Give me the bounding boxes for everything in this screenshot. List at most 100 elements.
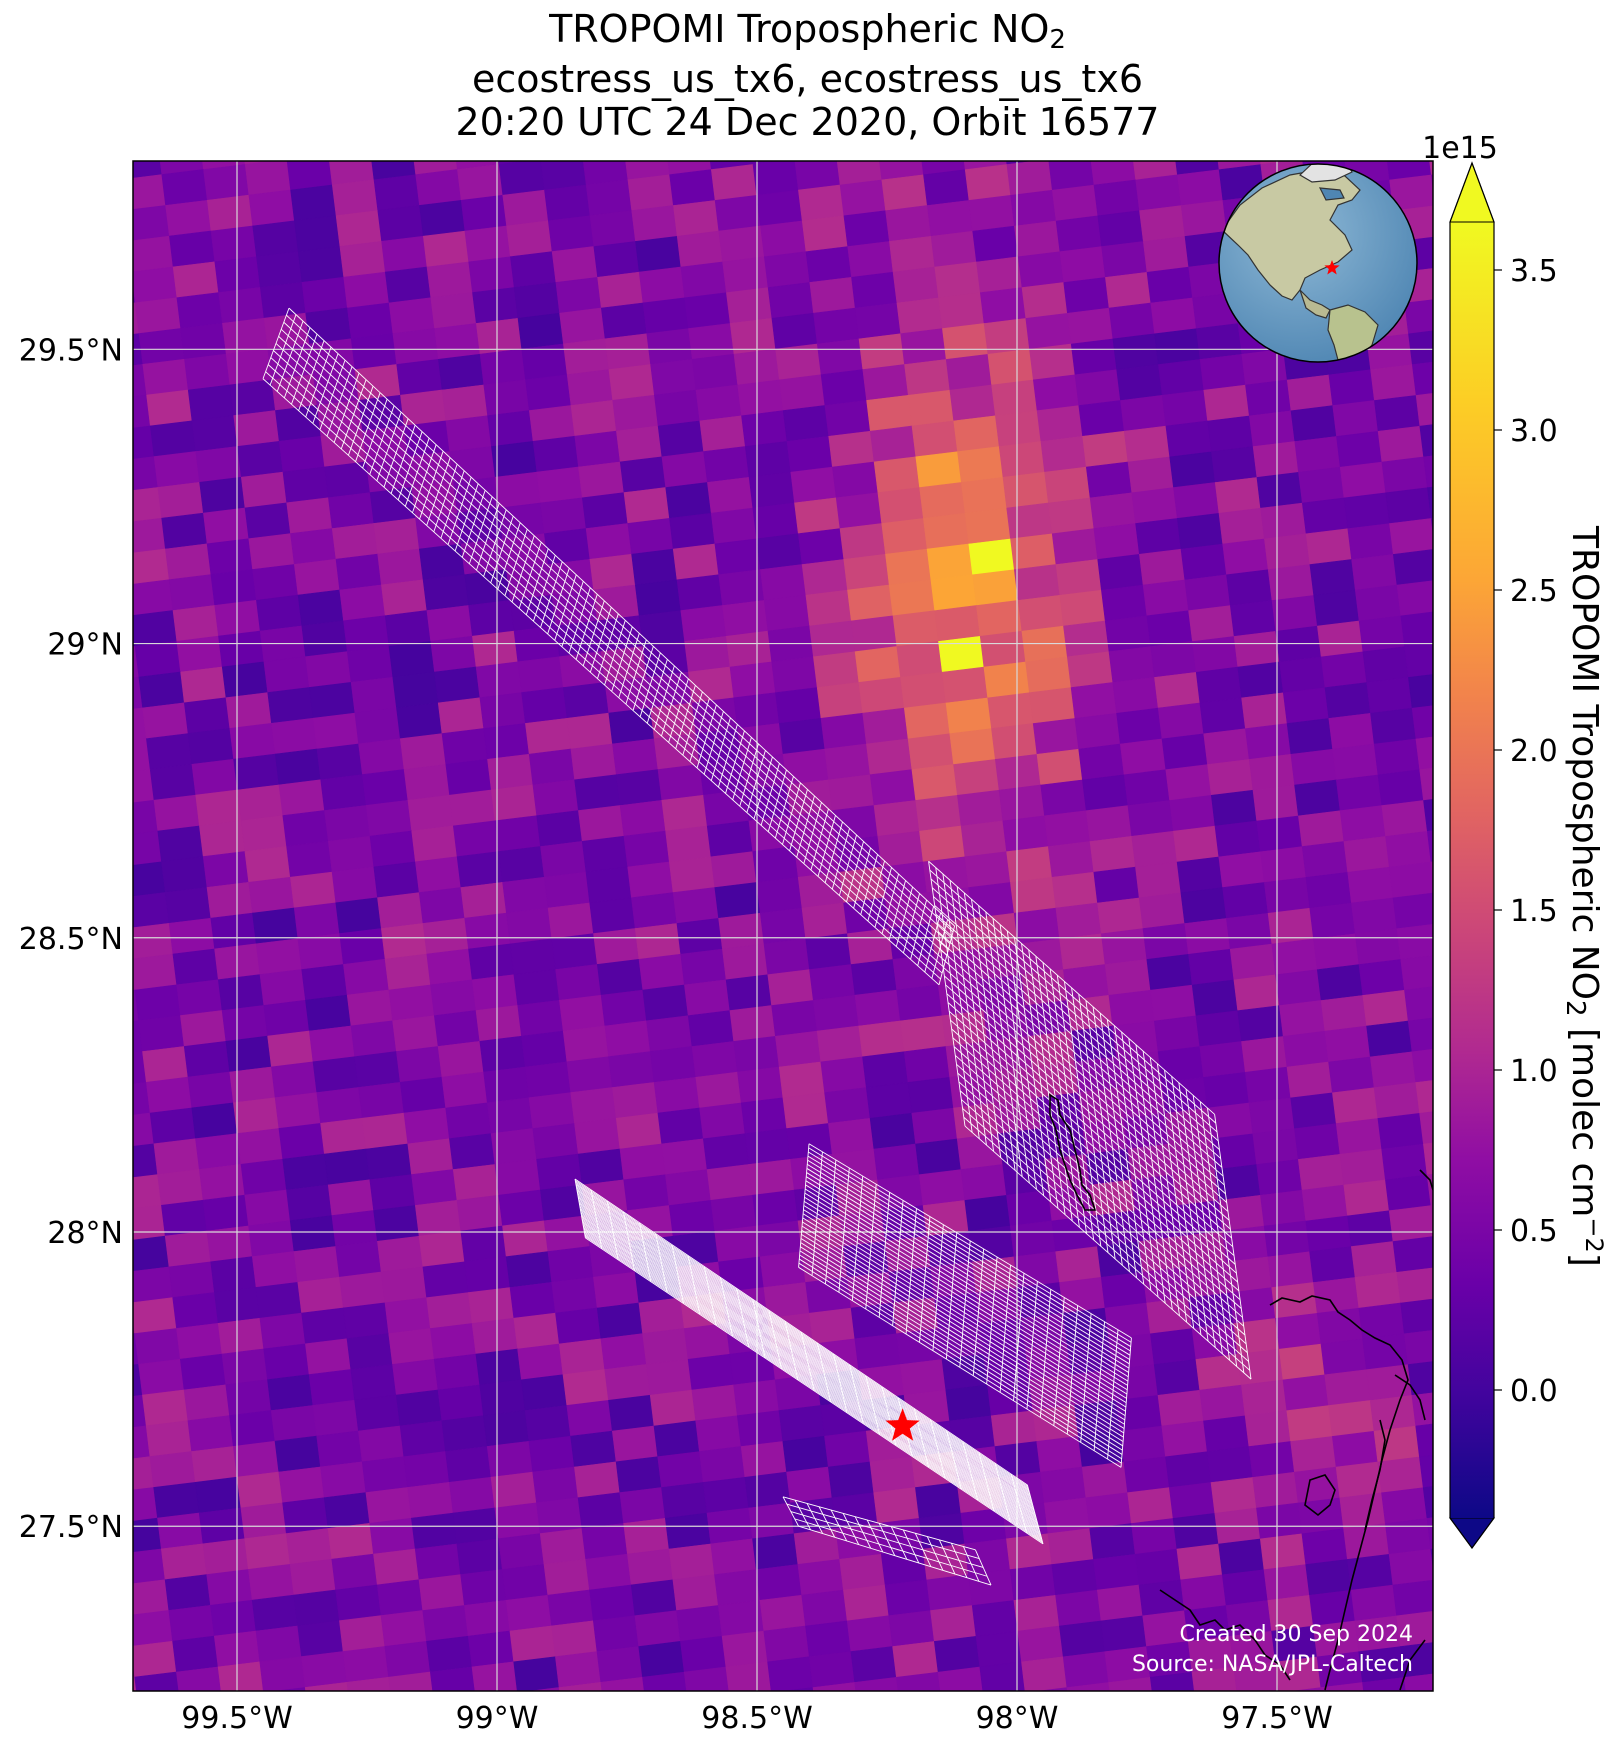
no2-pixel xyxy=(172,948,219,986)
no2-pixel xyxy=(1123,1456,1170,1494)
no2-pixel xyxy=(791,124,836,160)
no2-pixel xyxy=(820,1056,867,1094)
no2-pixel xyxy=(1066,651,1114,688)
no2-pixel xyxy=(63,1431,109,1467)
no2-pixel xyxy=(915,451,962,488)
no2-pixel xyxy=(67,775,113,811)
no2-pixel xyxy=(1423,799,1433,832)
no2-pixel xyxy=(1013,564,1061,601)
no2-pixel xyxy=(301,1651,348,1688)
no2-pixel xyxy=(1408,330,1433,365)
no2-pixel xyxy=(1089,1523,1136,1560)
no2-pixel xyxy=(737,1066,784,1104)
no2-pixel xyxy=(923,512,970,550)
no2-pixel xyxy=(1286,1061,1333,1099)
no2-pixel xyxy=(259,969,306,1006)
no2-pixel xyxy=(1063,620,1110,658)
no2-pixel xyxy=(650,358,697,396)
no2-pixel xyxy=(377,548,424,586)
no2-pixel xyxy=(452,1164,500,1201)
no2-pixel xyxy=(75,149,121,185)
no2-pixel xyxy=(133,579,174,616)
no2-pixel xyxy=(1241,692,1288,730)
no2-pixel xyxy=(343,958,390,996)
no2-pixel xyxy=(445,415,492,452)
no2-pixel xyxy=(450,103,496,139)
no2-pixel xyxy=(259,1656,306,1691)
no2-pixel xyxy=(78,1554,124,1590)
no2-pixel xyxy=(695,1415,742,1452)
no2-pixel xyxy=(1139,205,1186,242)
no2-pixel xyxy=(574,774,621,811)
no2-pixel xyxy=(578,805,625,842)
no2-pixel xyxy=(138,671,185,709)
no2-pixel xyxy=(646,1015,693,1052)
no2-pixel xyxy=(255,1625,302,1663)
no2-pixel xyxy=(1191,979,1239,1017)
no2-pixel xyxy=(767,1656,814,1691)
no2-pixel xyxy=(217,1661,264,1691)
no2-pixel xyxy=(384,266,432,304)
no2-pixel xyxy=(271,1061,318,1099)
no2-pixel xyxy=(1244,1066,1292,1104)
no2-pixel xyxy=(74,836,120,872)
no2-pixel xyxy=(168,1604,215,1642)
no2-pixel xyxy=(1324,1025,1371,1063)
lon-tick-label: 97.5°W xyxy=(1221,1701,1332,1736)
no2-pixel xyxy=(145,1076,193,1114)
no2-pixel xyxy=(547,902,594,940)
no2-pixel xyxy=(395,1389,443,1427)
no2-pixel xyxy=(562,682,610,719)
colorbar-tick-label: 3.5 xyxy=(1510,254,1558,289)
no2-pixel xyxy=(938,292,985,329)
no2-pixel xyxy=(157,825,204,863)
no2-pixel xyxy=(139,1703,184,1739)
no2-pixel xyxy=(1170,108,1216,144)
no2-pixel xyxy=(399,733,447,770)
no2-pixel xyxy=(865,1082,913,1119)
no2-pixel xyxy=(441,1415,488,1452)
no2-pixel xyxy=(702,1133,750,1170)
no2-pixel xyxy=(133,174,166,210)
no2-pixel xyxy=(392,1703,437,1739)
no2-pixel xyxy=(191,758,238,796)
no2-pixel xyxy=(1036,405,1083,442)
no2-pixel xyxy=(744,1128,791,1165)
no2-pixel xyxy=(456,1538,503,1575)
no2-pixel xyxy=(308,1025,356,1063)
no2-pixel xyxy=(373,1548,420,1586)
no2-pixel xyxy=(930,574,977,612)
no2-pixel xyxy=(544,528,591,565)
no2-pixel xyxy=(1161,389,1208,427)
no2-pixel xyxy=(752,161,785,165)
no2-pixel xyxy=(237,784,284,822)
no2-pixel xyxy=(251,1251,299,1288)
no2-pixel xyxy=(537,123,582,159)
no2-pixel xyxy=(377,892,424,929)
no2-pixel xyxy=(133,517,166,554)
no2-pixel xyxy=(1169,794,1216,832)
no2-pixel xyxy=(854,1676,899,1691)
no2-pixel xyxy=(1055,902,1102,940)
no2-pixel xyxy=(267,1374,314,1411)
no2-pixel xyxy=(52,1339,97,1375)
no2-pixel xyxy=(1161,1420,1208,1458)
no2-pixel xyxy=(1267,907,1314,945)
no2-pixel xyxy=(900,1703,945,1739)
no2-pixel xyxy=(722,943,769,981)
no2-pixel xyxy=(763,1625,810,1663)
no2-pixel xyxy=(596,958,644,996)
no2-pixel xyxy=(1354,1271,1401,1309)
no2-pixel xyxy=(1041,93,1087,129)
ecostress-footprint xyxy=(262,307,956,986)
no2-pixel xyxy=(1286,718,1333,755)
no2-pixel xyxy=(979,1661,1026,1691)
no2-pixel xyxy=(979,287,1027,324)
no2-pixel xyxy=(426,1635,473,1673)
no2-pixel xyxy=(498,161,530,165)
no2-pixel xyxy=(294,215,341,252)
no2-pixel xyxy=(133,425,155,460)
no2-pixel xyxy=(975,1630,1022,1668)
no2-pixel xyxy=(1332,1087,1379,1124)
no2-pixel xyxy=(1347,866,1394,904)
